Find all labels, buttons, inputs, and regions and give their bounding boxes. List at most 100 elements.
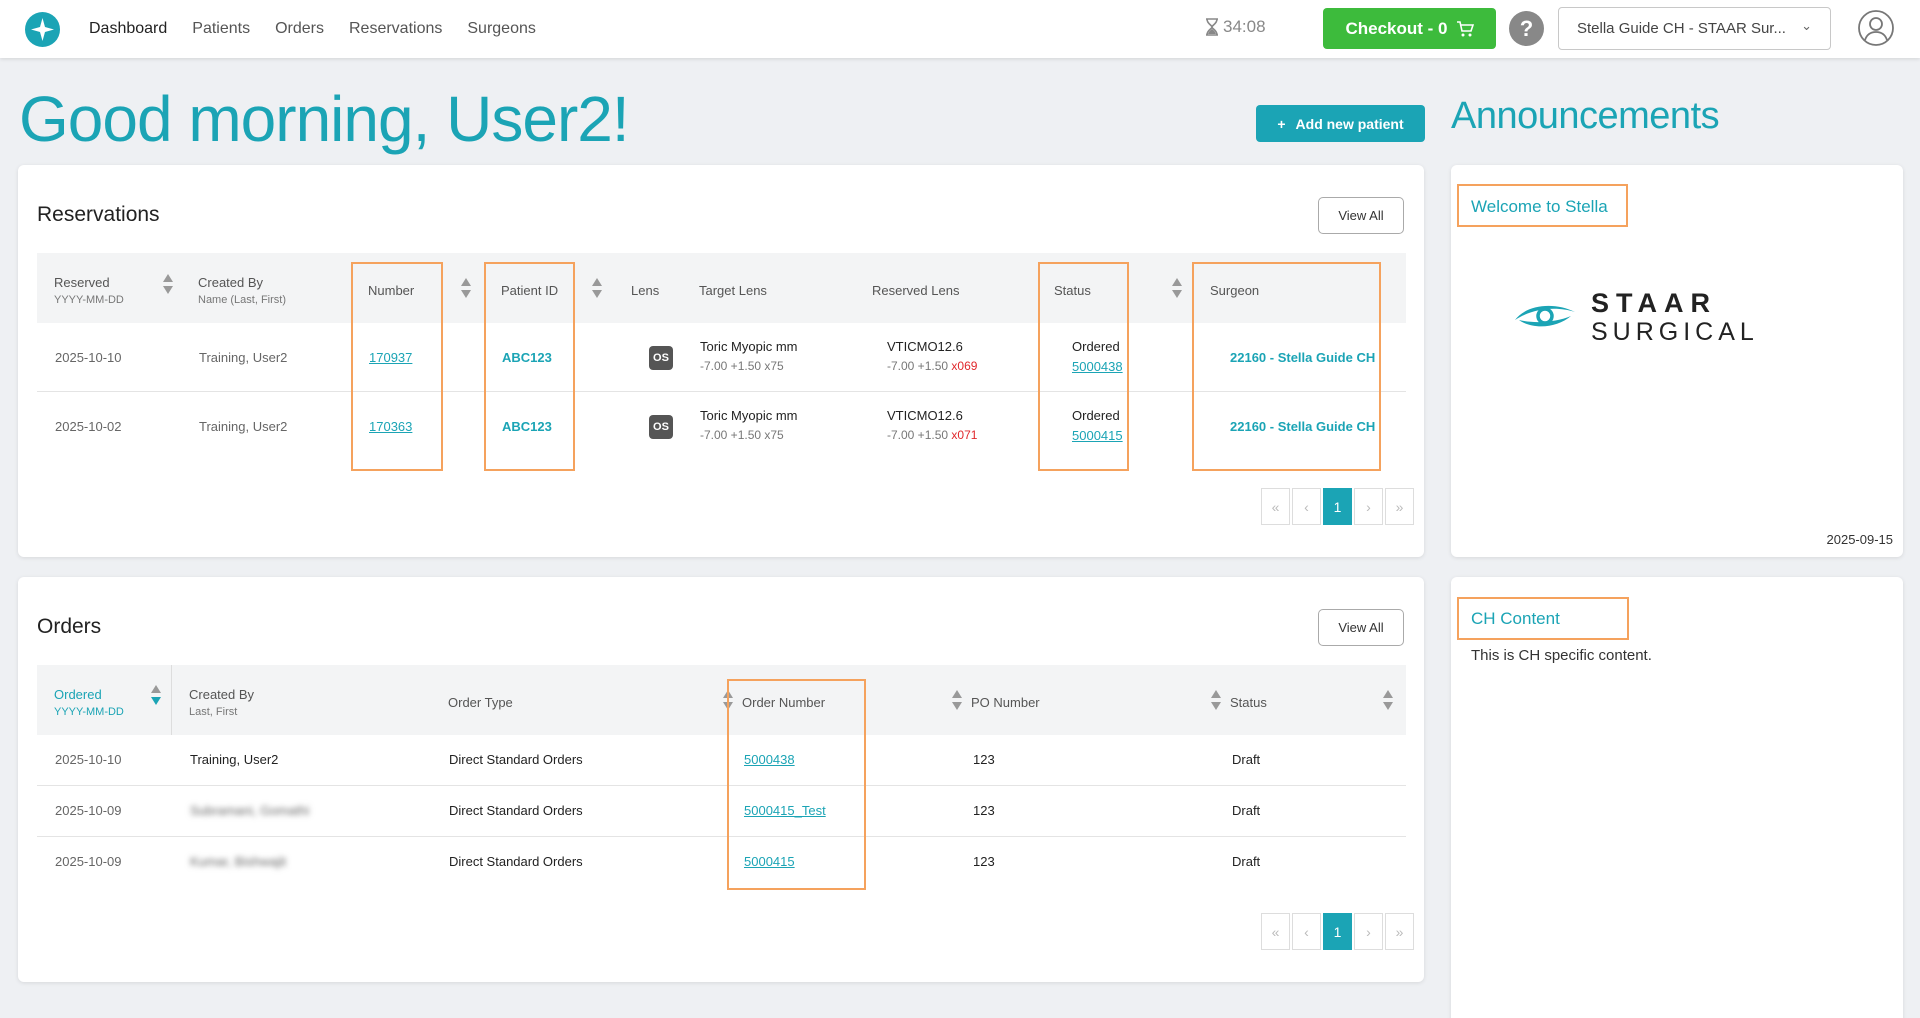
- status-order-link[interactable]: 5000415: [1072, 428, 1123, 443]
- col-number[interactable]: Number: [368, 283, 415, 298]
- table-row: 2025-10-09 Kumar, Bishwajit Direct Stand…: [37, 837, 1406, 888]
- add-new-patient-label: Add new patient: [1295, 115, 1404, 132]
- order-number-link[interactable]: 5000415: [744, 854, 795, 869]
- reserved-lens: VTICMO12.6 -7.00 +1.50 x071: [887, 408, 977, 442]
- highlight-box: [1038, 262, 1129, 471]
- checkout-button[interactable]: Checkout - 0: [1323, 8, 1496, 49]
- target-lens-power: -7.00 +1.50 x75: [700, 428, 784, 442]
- announcement-title-link[interactable]: CH Content: [1471, 609, 1560, 628]
- target-lens-model: Toric Myopic mm: [700, 339, 798, 354]
- col-status[interactable]: Status: [1230, 695, 1267, 710]
- target-lens: Toric Myopic mm -7.00 +1.50 x75: [700, 408, 798, 442]
- patient-id-link[interactable]: ABC123: [502, 350, 552, 365]
- reservations-table-header: Reserved YYYY-MM-DD Created By Name (Last,…: [37, 253, 1406, 323]
- surgeon-link[interactable]: 22160 - Stella Guide CH: [1230, 350, 1376, 365]
- sort-status-icon[interactable]: [1172, 278, 1182, 300]
- app-logo-icon[interactable]: [25, 12, 60, 47]
- patient-id-link[interactable]: ABC123: [502, 419, 552, 434]
- col-order-type[interactable]: Order Type: [448, 695, 513, 710]
- po-number: 123: [973, 854, 995, 869]
- reserved-lens-axis: x069: [951, 359, 978, 373]
- account-select-value: Stella Guide CH - STAAR Sur...: [1577, 20, 1786, 37]
- col-created-by[interactable]: Created By Last, First: [189, 687, 254, 718]
- col-status[interactable]: Status: [1054, 283, 1091, 298]
- nav-dashboard[interactable]: Dashboard: [89, 20, 168, 37]
- reservation-number-link[interactable]: 170937: [369, 350, 413, 365]
- pager-prev-button[interactable]: ‹: [1292, 913, 1321, 950]
- reservation-number-link[interactable]: 170363: [369, 419, 413, 434]
- highlight-box: [1457, 184, 1628, 227]
- col-reserved-sub: YYYY-MM-DD: [54, 294, 124, 306]
- col-reserved[interactable]: Reserved YYYY-MM-DD: [54, 275, 124, 306]
- order-number-link[interactable]: 5000438: [744, 752, 795, 767]
- surgeon-link[interactable]: 22160 - Stella Guide CH: [1230, 419, 1376, 434]
- order-status: Draft: [1232, 854, 1261, 869]
- status-order-link[interactable]: 5000438: [1072, 359, 1123, 374]
- announcement-title-link[interactable]: Welcome to Stella: [1471, 197, 1608, 216]
- orders-table-header: Ordered YYYY-MM-DD Created By Last, First …: [37, 665, 1406, 735]
- sort-status-icon[interactable]: [1383, 690, 1393, 712]
- sort-ordered-icon[interactable]: [151, 685, 161, 707]
- sort-reserved-icon[interactable]: [163, 274, 173, 296]
- orders-title: Orders: [37, 615, 102, 638]
- reservations-title: Reservations: [37, 203, 160, 226]
- po-number: 123: [973, 752, 995, 767]
- pager-first-button[interactable]: «: [1261, 488, 1290, 525]
- reserved-lens-power: -7.00 +1.50 x071: [887, 428, 977, 442]
- announcement-body: This is CH specific content.: [1471, 647, 1652, 664]
- highlight-box: [1192, 262, 1381, 471]
- session-timer: 34:08: [1205, 17, 1266, 37]
- nav-reservations[interactable]: Reservations: [349, 20, 443, 37]
- user-avatar-icon[interactable]: [1857, 9, 1895, 47]
- help-icon: ?: [1519, 15, 1534, 41]
- reserved-lens-model: VTICMO12.6: [887, 339, 963, 354]
- col-created-by[interactable]: Created By Name (Last, First): [198, 275, 286, 306]
- col-patient-id[interactable]: Patient ID: [501, 283, 559, 298]
- col-order-number[interactable]: Order Number: [742, 695, 826, 710]
- account-select[interactable]: Stella Guide CH - STAAR Sur... ⌄: [1558, 7, 1831, 50]
- sort-number-icon[interactable]: [461, 278, 471, 300]
- pager-page-1[interactable]: 1: [1323, 488, 1352, 525]
- sort-patient-id-icon[interactable]: [592, 278, 602, 300]
- highlight-box: [1457, 597, 1629, 640]
- nav-surgeons[interactable]: Surgeons: [467, 20, 536, 37]
- sort-po-number-icon[interactable]: [1211, 690, 1221, 712]
- col-created-by-sub: Name (Last, First): [198, 294, 287, 306]
- orders-view-all-button[interactable]: View All: [1318, 609, 1404, 646]
- col-reserved-lens: Reserved Lens: [872, 283, 960, 298]
- announcement-date: 2025-09-15: [1826, 532, 1894, 547]
- announcement-card: Welcome to Stella 2025-09-15: [1451, 165, 1903, 557]
- hourglass-icon: [1206, 18, 1218, 36]
- created-by: Training, User2: [190, 752, 279, 767]
- order-number-link[interactable]: 5000415_Test: [744, 803, 826, 818]
- sort-order-number-icon[interactable]: [952, 690, 962, 712]
- col-created-by-sub: Last, First: [189, 706, 238, 718]
- reserved-lens: VTICMO12.6 -7.00 +1.50 x069: [887, 339, 977, 373]
- eye-logo-icon: [1515, 305, 1575, 327]
- pager-last-button[interactable]: »: [1385, 488, 1414, 525]
- ordered-date: 2025-10-10: [55, 752, 122, 767]
- col-po-number[interactable]: PO Number: [971, 695, 1040, 710]
- pager-next-button[interactable]: ›: [1354, 913, 1383, 950]
- pager-prev-button[interactable]: ‹: [1292, 488, 1321, 525]
- nav-patients[interactable]: Patients: [192, 20, 251, 37]
- reservations-view-all-button[interactable]: View All: [1318, 197, 1404, 234]
- pager-last-button[interactable]: »: [1385, 913, 1414, 950]
- highlight-box: [484, 262, 575, 471]
- add-new-patient-button[interactable]: + Add new patient: [1256, 105, 1425, 142]
- reserved-lens-power-value: -7.00 +1.50: [887, 428, 952, 442]
- col-surgeon: Surgeon: [1210, 283, 1260, 298]
- col-target-lens: Target Lens: [699, 283, 767, 298]
- reserved-date: 2025-10-02: [55, 419, 122, 434]
- col-ordered[interactable]: Ordered YYYY-MM-DD: [54, 687, 124, 718]
- lens-os-badge: OS: [649, 415, 673, 439]
- help-button[interactable]: ?: [1509, 11, 1544, 46]
- col-created-by-label: Created By: [198, 275, 264, 290]
- pager-next-button[interactable]: ›: [1354, 488, 1383, 525]
- order-type: Direct Standard Orders: [449, 803, 583, 818]
- target-lens-power: -7.00 +1.50 x75: [700, 359, 784, 373]
- reserved-lens-power: -7.00 +1.50 x069: [887, 359, 977, 373]
- pager-page-1[interactable]: 1: [1323, 913, 1352, 950]
- pager-first-button[interactable]: «: [1261, 913, 1290, 950]
- nav-orders[interactable]: Orders: [275, 20, 324, 37]
